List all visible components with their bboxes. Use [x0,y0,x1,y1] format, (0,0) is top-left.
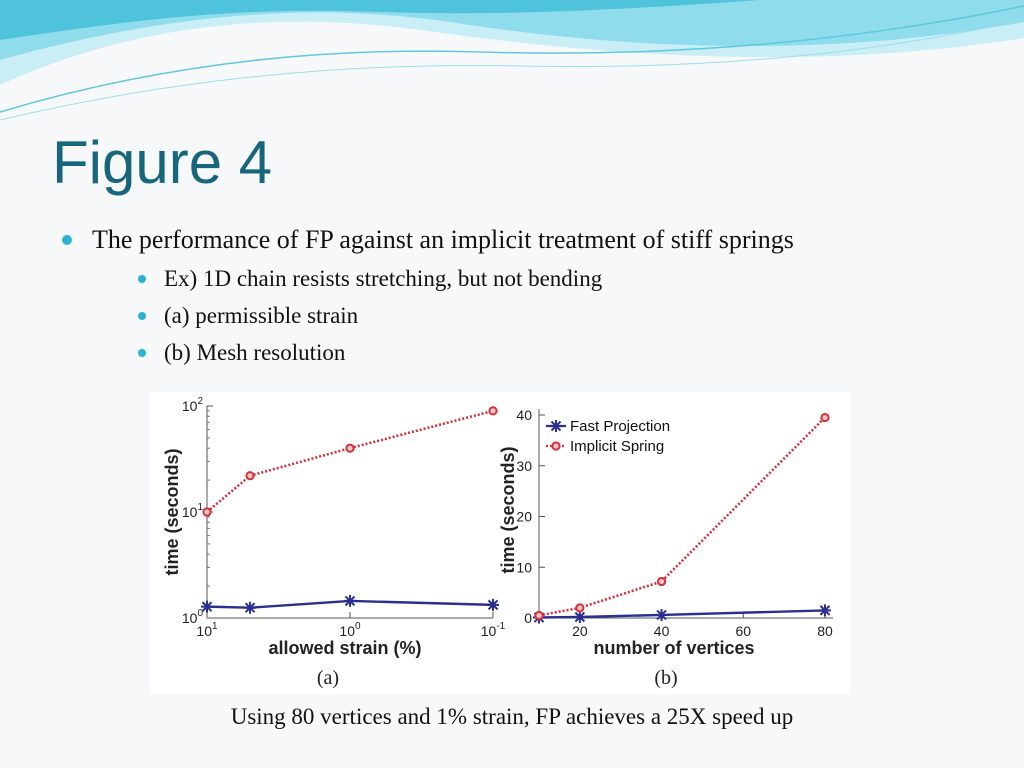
chart-b-y-tick-label-1: 10 [516,559,532,575]
chart-b-implicit-point-0 [534,610,544,621]
chart-a-implicit-point-0 [202,507,212,517]
chart-b-fast-point-2 [655,608,668,621]
chart-b-x-tick-label-3: 80 [817,623,833,639]
chart-b-x-tick-label-0: 20 [572,623,588,639]
main-bullet: The performance of FP against an implici… [62,222,794,371]
chart-b-legend: Fast Projection Implicit Spring [546,418,670,455]
chart-a-y-tick-label-1: 101 [182,502,204,520]
chart-a-y-tick-label-0: 100 [182,608,204,626]
chart-b-x-axis-label: number of vertices [593,638,754,658]
chart-b-implicit-point-2 [656,576,667,587]
chart-a-fast-point-3 [487,598,499,611]
chart-a-implicit-series [202,406,498,517]
chart-a-x-axis-label: allowed strain (%) [268,638,421,658]
chart-b-y-axis-label: time (seconds) [498,446,518,573]
chart-a-x-tick-label-0: 101 [196,621,218,639]
main-bullet-text: The performance of FP against an implici… [92,225,794,254]
chart-b-y-tick-label-2: 20 [516,509,532,525]
chart-b-implicit-line [538,416,826,617]
chart-b-fast-point-3 [819,604,831,617]
sub-bullet-mesh: (b) Mesh resolution [134,334,794,371]
chart-a-y-axis-label: time (seconds) [162,448,182,575]
chart-a-fast-point-0 [201,600,213,613]
chart-b-implicit-point-3 [820,412,830,423]
chart-a-implicit-point-3 [488,406,498,416]
chart-a-implicit-line [206,409,494,513]
chart-b-y-tick-label-0: 0 [524,610,532,626]
chart-a-panel-label: (a) [317,667,339,689]
chart-b-x-tick-label-2: 60 [735,623,751,639]
chart-a-fast-point-1 [244,601,257,614]
legend-implicit-marker [551,441,561,451]
chart-a-x-tick-label-1: 100 [339,621,361,639]
legend-implicit-label: Implicit Spring [570,438,664,455]
legend-fast-label: Fast Projection [570,418,670,435]
chart-b-implicit-series [534,412,830,621]
sub-bullet-list: Ex) 1D chain resists stretching, but not… [92,260,794,371]
chart-b-fast-point-1 [573,610,586,623]
chart-a-x-tick-label-2: 10-1 [481,621,506,639]
chart-b-panel-label: (b) [654,667,677,689]
chart-a-fast-line [206,599,494,609]
caption: Using 80 vertices and 1% strain, FP achi… [230,704,794,729]
chart-b-implicit-point-1 [575,603,585,613]
chart-a-y-tick-label-2: 102 [182,396,204,414]
chart-b-fast-line [538,609,826,619]
page-title: Figure 4 [52,129,273,196]
bullet-list: The performance of FP against an implici… [62,222,794,371]
chart-b-x-tick-label-1: 40 [654,623,670,639]
chart-a-fast-series [201,594,499,614]
chart-a-fast-point-2 [344,594,356,607]
figure-panel: 100 101 102 101 100 10-1 allowed strain (%) tim… [150,392,850,694]
sub-bullet-strain: (a) permissible strain [134,297,794,334]
chart-a-implicit-point-1 [245,471,255,481]
header-wave-decoration [0,0,1024,121]
legend-fast-marker [550,420,562,432]
chart-b-y-tick-label-4: 40 [516,407,532,423]
chart-b-y-tick-label-3: 30 [516,458,532,474]
sub-bullet-example: Ex) 1D chain resists stretching, but not… [134,260,794,297]
chart-a-implicit-point-2 [345,443,355,453]
